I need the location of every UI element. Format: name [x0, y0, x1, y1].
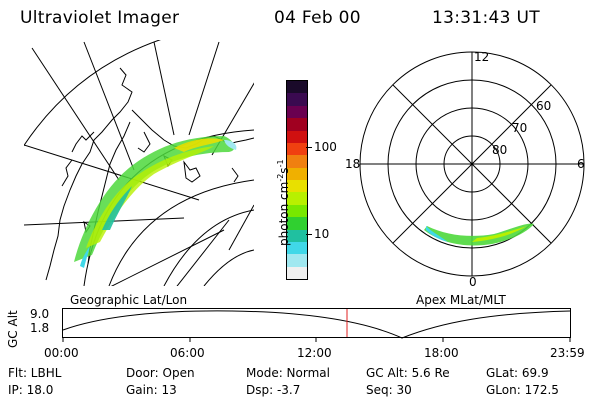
- meridian-line: [228, 204, 254, 251]
- unit-s: s: [277, 167, 291, 174]
- meridian-line: [31, 47, 120, 181]
- parallel-arc: [203, 249, 254, 286]
- colorbar-segment: [287, 130, 307, 143]
- colorbar-segment: [287, 180, 307, 193]
- colorbar-segment: [287, 81, 307, 94]
- info-gc-alt: GC Alt: 5.6 Re: [366, 366, 450, 380]
- colorbar-segment: [287, 155, 307, 168]
- colorbar: [286, 80, 308, 280]
- aurora-emission-polar-core: [472, 226, 527, 242]
- aurora-emission-polar-edge: [426, 226, 448, 242]
- altitude-frame: [62, 308, 571, 338]
- meridian-line: [83, 41, 135, 171]
- altitude-ytick-low: 1.8: [30, 321, 50, 335]
- meridian-line: [176, 219, 230, 286]
- coastline: [231, 167, 239, 183]
- parallel-arc: [24, 40, 162, 147]
- aurora-emission-polar: [424, 223, 534, 246]
- geo-caption: Geographic Lat/Lon: [70, 293, 188, 307]
- colorbar-segment: [287, 105, 307, 119]
- lat-label-60: 60: [536, 99, 551, 113]
- lat-label-70: 70: [512, 121, 527, 135]
- time-label: 13:31:43 UT: [432, 8, 540, 28]
- info-gain: Gain: 13: [126, 383, 177, 397]
- info-filter: Flt: LBHL: [8, 366, 62, 380]
- altitude-plot: [62, 308, 571, 342]
- coastline: [61, 159, 73, 187]
- colorbar-segment: [287, 229, 307, 242]
- mlt-label-6: 6: [577, 157, 585, 171]
- info-ip: IP: 18.0: [8, 383, 54, 397]
- altitude-xtick-0600: 06:00: [170, 346, 205, 360]
- unit-photon: photon cm: [277, 181, 291, 246]
- altitude-ylabel: GC Alt: [6, 310, 20, 348]
- colorbar-segment: [287, 204, 307, 218]
- altitude-xtick-2359: 23:59: [550, 346, 585, 360]
- colorbar-segment: [287, 142, 307, 156]
- meridian-line: [110, 229, 225, 286]
- colorbar-tick: [306, 234, 312, 235]
- colorbar-segment: [287, 241, 307, 255]
- colorbar-segment: [287, 192, 307, 205]
- unit-exp-cm: -2: [276, 173, 285, 182]
- meridian-line: [188, 41, 220, 136]
- instrument-title: Ultraviolet Imager: [20, 8, 180, 28]
- parallel-arc: [163, 209, 254, 286]
- altitude-xtick-1800: 18:00: [424, 346, 459, 360]
- coastline: [45, 67, 133, 281]
- info-mode: Mode: Normal: [246, 366, 330, 380]
- colorbar-segment: [287, 254, 307, 267]
- colorbar-tick-10: 10: [314, 227, 330, 241]
- meridian-line: [153, 41, 175, 136]
- mlt-label-18: 18: [345, 157, 360, 171]
- altitude-xtick-0000: 00:00: [44, 346, 79, 360]
- colorbar-segment: [287, 118, 307, 131]
- colorbar-unit-label: photon cm-2s-1: [276, 159, 291, 246]
- coastline: [137, 131, 151, 153]
- lat-label-80: 80: [492, 143, 507, 157]
- colorbar-segment: [287, 167, 307, 180]
- altitude-xtick-1200: 12:00: [297, 346, 332, 360]
- date-label: 04 Feb 00: [274, 8, 361, 28]
- colorbar-segment: [287, 266, 307, 279]
- altitude-ytick-high: 9.0: [30, 307, 50, 321]
- info-seq: Seq: 30: [366, 383, 412, 397]
- polar-axis-diagonal: [392, 84, 552, 244]
- info-glat: GLat: 69.9: [486, 366, 549, 380]
- mlt-label-0: 0: [469, 275, 477, 289]
- info-glon: GLon: 172.5: [486, 383, 559, 397]
- altitude-curve: [62, 310, 571, 339]
- coastline: [71, 131, 95, 153]
- colorbar-segment: [287, 93, 307, 106]
- colorbar-tick: [306, 147, 312, 148]
- colorbar-segment: [287, 217, 307, 230]
- parallel-arc: [108, 179, 254, 286]
- polar-plot: 12 18 6 0 60 70 80: [345, 50, 585, 289]
- polar-caption: Apex MLat/MLT: [416, 293, 506, 307]
- colorbar-tick-100: 100: [314, 140, 337, 154]
- geographic-map: [24, 40, 254, 286]
- meridian-line: [24, 144, 200, 201]
- info-door: Door: Open: [126, 366, 195, 380]
- info-dsp: Dsp: -3.7: [246, 383, 301, 397]
- mlt-label-12: 12: [474, 50, 489, 64]
- unit-exp-s: -1: [276, 159, 285, 168]
- coastline: [183, 160, 201, 183]
- aurora-emission-geo: [74, 136, 237, 268]
